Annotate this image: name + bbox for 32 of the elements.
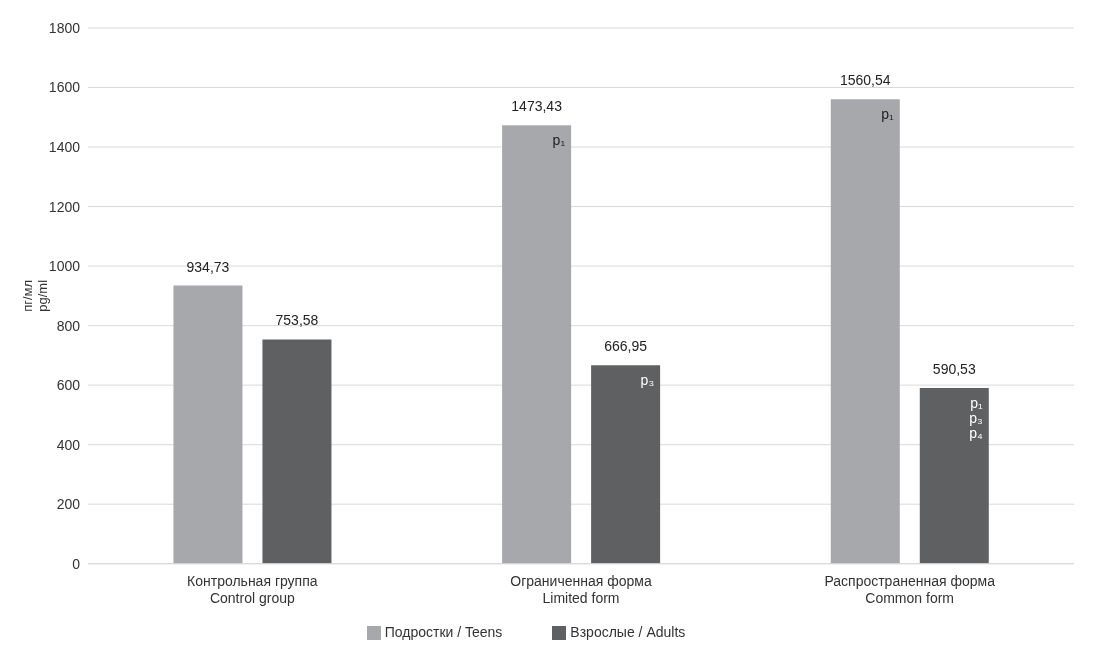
y-tick-label: 0 [72,555,81,572]
y-tick-label: 600 [56,377,81,394]
y-tick-label: 400 [56,436,81,453]
annotation: p₃ [640,372,655,389]
data-label: 666,95 [604,338,648,355]
y-axis-title: пг/мл pg/ml [20,279,50,312]
data-label: 1560,54 [839,72,891,89]
x-tick-label: Контрольная группа Control group [187,572,318,606]
data-label: 1473,43 [511,98,563,115]
x-tick-label: Распространенная форма Common form [824,572,996,606]
bar [591,365,661,564]
annotation: p₁ [552,132,566,149]
bar [830,99,900,564]
data-label: 590,53 [932,360,976,377]
y-tick-label: 800 [56,317,81,334]
legend-label: Подростки / Teens [384,623,503,640]
y-tick-label: 1600 [48,79,81,96]
y-tick-label: 1800 [48,19,81,36]
bar [502,125,572,564]
bar [173,285,243,564]
y-tick-label: 200 [56,496,81,513]
y-tick-label: 1200 [48,198,81,215]
x-tick-label: Ограниченная форма Limited form [510,572,652,606]
annotation: p₁ p₃ p₄ [969,394,984,441]
y-tick-label: 1000 [48,258,81,275]
bar [919,387,989,564]
bar [262,339,332,564]
legend-label: Взрослые / Adults [570,623,686,640]
annotation: p₁ [881,106,895,123]
data-label: 753,58 [275,312,319,329]
y-tick-label: 1400 [48,139,81,156]
data-label: 934,73 [186,258,230,275]
